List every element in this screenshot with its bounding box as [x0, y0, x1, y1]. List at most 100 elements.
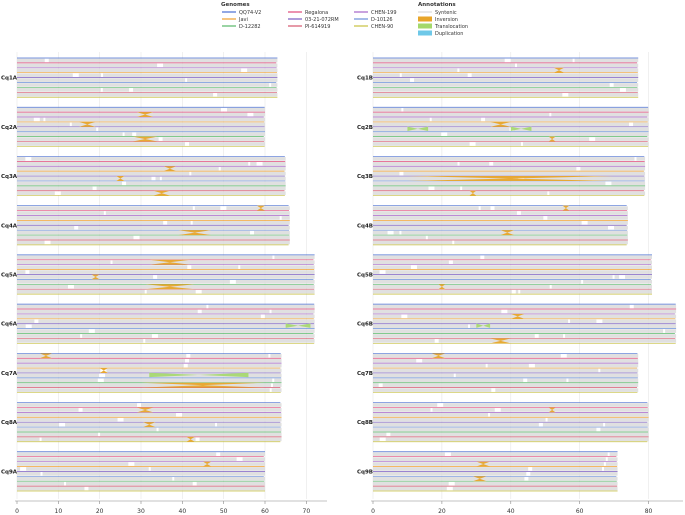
chromosome-label: Cq4B — [357, 223, 373, 229]
syntenic-band — [373, 225, 628, 230]
syntenic-band — [373, 437, 649, 442]
syntenic-gap — [560, 353, 567, 358]
syntenic-gap — [663, 329, 666, 333]
syntenic-band — [373, 255, 652, 260]
syntenic-band — [373, 363, 639, 368]
syntenic-band — [373, 427, 649, 432]
legend-label-Translocation: Translocation — [434, 24, 468, 30]
syntenic-band — [17, 240, 290, 245]
inversion-mark — [186, 436, 195, 442]
syntenic-band — [373, 373, 639, 378]
legend-label-QQ74-V2: QQ74-V2 — [239, 10, 261, 16]
syntenic-gap — [612, 275, 615, 279]
chromosome-Cq5B: Cq5B — [357, 254, 652, 295]
syntenic-gap — [103, 211, 106, 215]
syntenic-band — [17, 432, 282, 437]
syntenic-band — [373, 368, 639, 373]
legend-label-03-21-072RM: 03-21-072RM — [305, 17, 339, 23]
syntenic-gap — [33, 117, 40, 122]
syntenic-band — [17, 339, 315, 343]
syntenic-gap — [534, 334, 539, 338]
syntenic-band — [373, 265, 652, 269]
syntenic-gap — [386, 432, 391, 437]
syntenic-gap — [117, 417, 124, 422]
chromosome-Cq3A: Cq3A — [1, 156, 286, 197]
syntenic-band — [373, 432, 649, 437]
syntenic-band — [373, 452, 618, 457]
syntenic-gap — [467, 73, 472, 78]
syntenic-band — [17, 225, 290, 230]
syntenic-gap — [469, 142, 476, 146]
syntenic-band — [373, 240, 628, 245]
syntenic-band — [17, 324, 315, 329]
syntenic-gap — [452, 240, 455, 245]
chromosome-Cq3B: Cq3B — [357, 156, 646, 197]
syntenic-band — [17, 314, 315, 319]
syntenic-band — [17, 462, 265, 466]
syntenic-gap — [98, 432, 101, 437]
inversion-mark — [136, 112, 154, 118]
syntenic-band — [373, 206, 628, 210]
syntenic-band — [17, 181, 286, 186]
syntenic-gap — [549, 112, 552, 117]
chromosome-label: Cq9A — [1, 469, 18, 475]
syntenic-gap — [410, 78, 415, 82]
chromosome-Cq1B: Cq1B — [357, 57, 639, 98]
syntenic-gap — [528, 467, 533, 471]
syntenic-band — [373, 176, 646, 181]
syntenic-gap — [603, 422, 606, 427]
syntenic-band — [373, 181, 646, 186]
x-tick-label: 60 — [576, 508, 584, 515]
syntenic-gap — [101, 73, 104, 78]
syntenic-band — [17, 230, 290, 235]
syntenic-gap — [269, 309, 272, 314]
syntenic-gap — [192, 206, 195, 210]
syntenic-band — [17, 137, 265, 141]
syntenic-band — [17, 166, 286, 171]
syntenic-gap — [269, 83, 272, 87]
syntenic-gap — [88, 329, 95, 333]
legend-label-CHEN-199: CHEN-199 — [371, 10, 397, 16]
inversion-mark — [490, 338, 511, 344]
syntenic-band — [17, 220, 290, 225]
syntenic-band — [373, 230, 628, 235]
genomes-legend-title: Genomes — [221, 2, 250, 8]
syntenic-band — [17, 452, 265, 457]
syntenic-band — [17, 304, 315, 309]
syntenic-band — [17, 122, 265, 127]
chromosome-Cq2A: Cq2A — [1, 106, 265, 147]
syntenic-gap — [441, 132, 448, 137]
syntenic-gap — [410, 265, 417, 269]
syntenic-band — [373, 280, 652, 284]
syntenic-band — [17, 353, 282, 358]
syntenic-band — [373, 92, 639, 97]
syntenic-gap — [379, 270, 386, 274]
chromosome-label: Cq3B — [357, 174, 373, 180]
legend-swatch-Translocation — [418, 23, 432, 29]
syntenic-gap — [144, 289, 147, 294]
syntenic-gap — [425, 235, 428, 240]
syntenic-gap — [504, 58, 511, 63]
syntenic-band — [17, 309, 315, 314]
syntenic-band — [17, 275, 315, 279]
syntenic-band — [17, 260, 315, 265]
syntenic-gap — [605, 181, 612, 186]
syntenic-gap — [576, 166, 581, 171]
chromosome-Cq9A: Cq9A — [1, 451, 265, 492]
syntenic-band — [17, 437, 282, 442]
syntenic-gap — [547, 191, 550, 196]
syntenic-gap — [163, 220, 168, 225]
syntenic-band — [373, 78, 639, 82]
syntenic-band — [373, 467, 618, 471]
syntenic-gap — [572, 58, 575, 63]
syntenic-gap — [69, 122, 72, 127]
syntenic-band — [17, 457, 265, 461]
chromosome-label: Cq6A — [1, 322, 18, 328]
syntenic-gap — [25, 270, 30, 274]
syntenic-band — [373, 417, 649, 422]
syntenic-band — [373, 73, 639, 78]
syntenic-gap — [100, 88, 103, 92]
syntenic-gap — [526, 471, 531, 476]
chromosome-label: Cq5A — [1, 273, 18, 279]
syntenic-gap — [489, 161, 494, 166]
